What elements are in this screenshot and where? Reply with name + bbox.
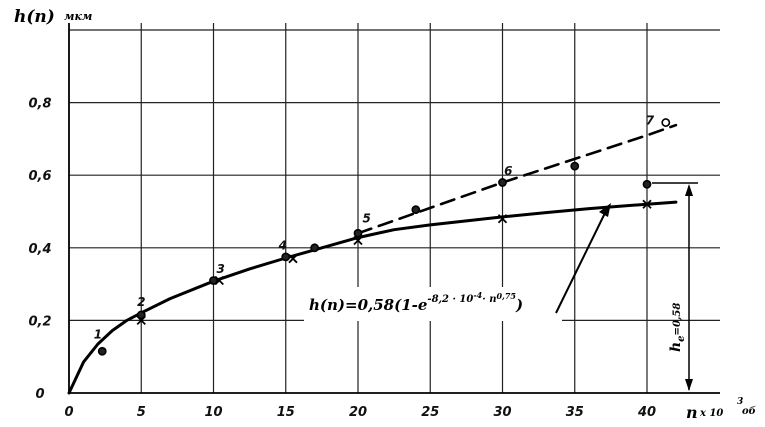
data-point-circle: [281, 252, 291, 262]
point-number-label: 7: [646, 113, 655, 127]
x-tick-label: 30: [493, 405, 511, 420]
data-point-circle: [353, 228, 363, 238]
formula-arrowhead: [599, 203, 611, 217]
x-tick-label: 20: [349, 405, 367, 420]
y-tick-label: 0: [35, 387, 44, 402]
data-point-circle: [498, 178, 507, 187]
data-point-circle: [661, 118, 671, 127]
point-number-label: 4: [278, 239, 287, 253]
cross-stroke: [642, 199, 652, 209]
formula-pointer: [555, 212, 606, 314]
point-number-label: 5: [362, 211, 370, 225]
data-point-cross: [497, 214, 508, 224]
asymptote-arrow-bottom: [685, 379, 693, 391]
point-number-label: 6: [504, 164, 512, 178]
y-tick-label: 0,8: [28, 97, 51, 112]
x-tick-label: 0: [64, 405, 73, 420]
y-axis-unit: мкм: [64, 10, 92, 23]
formula-annotation: h(n)=0,58(1-e-8,2 · 10-4· n0,75): [304, 203, 611, 321]
x-tick-label: 25: [421, 405, 439, 420]
data-point-circle: [570, 161, 580, 171]
dashed-series-line: [356, 123, 678, 235]
point-number-label: 2: [137, 295, 145, 309]
solid-series-line: [67, 200, 678, 395]
x-axis-unit-exp: 3: [737, 397, 743, 407]
x-tick-label: 5: [137, 405, 146, 420]
cross-stroke: [136, 315, 146, 326]
point-number-label: 3: [217, 262, 225, 276]
markers-group: [97, 118, 671, 356]
x-tick-label: 40: [637, 405, 656, 420]
y-tick-label: 0,4: [28, 242, 51, 257]
grid: [69, 23, 720, 393]
data-point-circle: [97, 346, 107, 356]
series-group: [67, 123, 678, 395]
x-axis-unit: x 10: [699, 408, 723, 419]
point-labels-group: 1 2 3 4 5 6 7: [94, 113, 655, 341]
x-axis-unit-suffix: об: [742, 406, 756, 417]
y-axis-label: h(n): [14, 7, 55, 27]
data-point-circle: [411, 205, 421, 215]
data-point-circle: [136, 310, 146, 320]
x-tick-label: 10: [204, 405, 222, 420]
x-tick-label: 35: [566, 405, 584, 420]
data-point-cross: [136, 315, 146, 326]
cross-stroke: [497, 214, 508, 224]
data-point-circle: [642, 179, 652, 189]
y-tick-label: 0,6: [28, 169, 51, 184]
point-number-label: 1: [94, 328, 102, 342]
asymptote-label: he=0,58: [668, 303, 687, 352]
data-point-circle: [310, 243, 320, 253]
data-point-circle: [209, 276, 218, 285]
x-axis-label: n: [686, 403, 698, 422]
x-tick-label: 15: [277, 405, 295, 420]
data-point-cross: [642, 199, 652, 209]
y-tick-label: 0,2: [28, 314, 51, 329]
data-point-cross: [288, 254, 298, 264]
data-point-cross: [353, 235, 363, 246]
cross-stroke: [214, 275, 224, 286]
asymptote-dimension: he=0,58: [652, 182, 698, 391]
formula-text: h(n)=0,58(1-e-8,2 · 10-4· n0,75): [309, 290, 523, 314]
cross-stroke: [288, 254, 298, 264]
formula-background: [304, 287, 562, 321]
axes: [68, 23, 720, 394]
asymptote-arrow-top: [685, 184, 693, 196]
data-point-cross: [214, 275, 224, 286]
cross-stroke: [353, 235, 363, 246]
